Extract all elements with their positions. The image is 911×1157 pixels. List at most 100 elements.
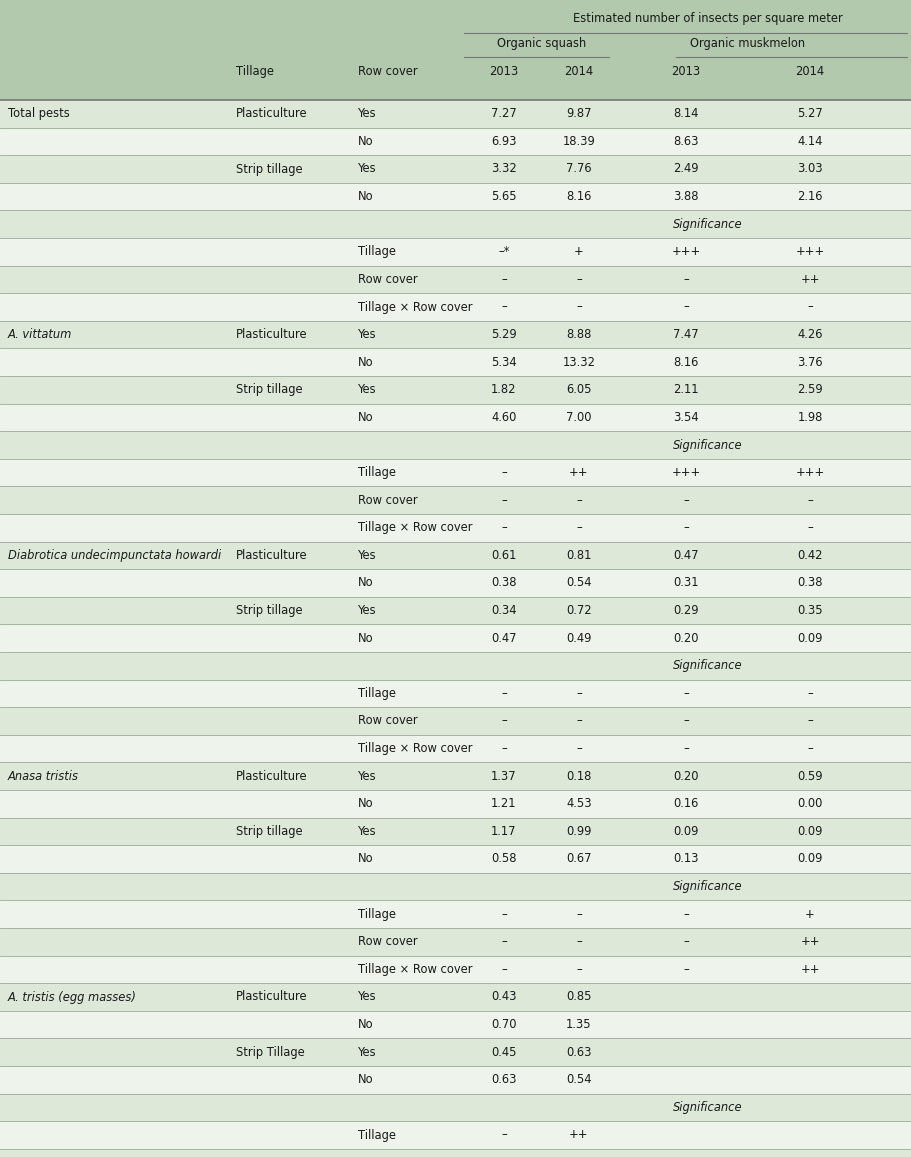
Text: 7.47: 7.47 (672, 329, 698, 341)
Bar (0, 514, 911, 541)
Text: –: – (576, 494, 581, 507)
Text: No: No (358, 135, 374, 148)
Text: 0.38: 0.38 (796, 576, 822, 590)
Text: Plasticulture: Plasticulture (236, 329, 307, 341)
Bar (0, 238, 911, 266)
Bar (0, 762, 911, 790)
Text: 0.35: 0.35 (796, 604, 822, 617)
Text: 0.09: 0.09 (672, 825, 698, 838)
Text: 0.70: 0.70 (491, 1018, 517, 1031)
Text: Strip Tillage: Strip Tillage (236, 1046, 304, 1059)
Text: 8.63: 8.63 (672, 135, 698, 148)
Text: Anasa tristis: Anasa tristis (8, 769, 79, 782)
Text: Plasticulture: Plasticulture (236, 769, 307, 782)
Text: Row cover: Row cover (358, 494, 417, 507)
Text: Tillage: Tillage (358, 1128, 395, 1142)
Text: –: – (500, 742, 507, 756)
Text: No: No (358, 1074, 374, 1086)
Text: Row cover: Row cover (358, 273, 417, 286)
Text: Tillage × Row cover: Tillage × Row cover (358, 963, 472, 975)
Bar (0, 541, 911, 569)
Text: 2.11: 2.11 (672, 383, 698, 397)
Text: No: No (358, 355, 374, 369)
Text: A. tristis (egg masses): A. tristis (egg masses) (8, 990, 137, 1003)
Text: +: + (804, 908, 814, 921)
Text: –: – (682, 715, 688, 728)
Text: Strip tillage: Strip tillage (236, 604, 302, 617)
Bar (0, 790, 911, 818)
Bar (0, 956, 911, 983)
Text: Yes: Yes (358, 329, 376, 341)
Text: Yes: Yes (358, 825, 376, 838)
Text: –: – (806, 522, 812, 535)
Text: –: – (806, 687, 812, 700)
Text: 6.93: 6.93 (491, 135, 517, 148)
Text: –: – (500, 963, 507, 975)
Text: ++: ++ (799, 935, 819, 949)
Text: 3.54: 3.54 (672, 411, 698, 423)
Text: Yes: Yes (358, 108, 376, 120)
Text: 2013: 2013 (489, 65, 518, 78)
Text: –: – (682, 963, 688, 975)
Text: –: – (682, 301, 688, 314)
Text: Estimated number of insects per square meter: Estimated number of insects per square m… (572, 12, 842, 25)
Text: Row cover: Row cover (358, 715, 417, 728)
Bar (0, 211, 911, 238)
Text: 0.20: 0.20 (672, 769, 698, 782)
Text: –: – (500, 715, 507, 728)
Text: A. vittatum: A. vittatum (8, 329, 72, 341)
Text: Significance: Significance (672, 439, 742, 451)
Text: Yes: Yes (358, 162, 376, 176)
Text: 1.21: 1.21 (491, 797, 517, 810)
Bar (0, 735, 911, 762)
Bar (0, 376, 911, 404)
Text: Tillage × Row cover: Tillage × Row cover (358, 301, 472, 314)
Text: 4.26: 4.26 (796, 329, 822, 341)
Text: –: – (500, 273, 507, 286)
Text: –: – (576, 522, 581, 535)
Text: 8.16: 8.16 (672, 355, 698, 369)
Text: Row cover: Row cover (358, 935, 417, 949)
Text: 6.05: 6.05 (566, 383, 591, 397)
Text: +++: +++ (670, 466, 700, 479)
Bar (0, 348, 911, 376)
Text: –: – (500, 908, 507, 921)
Text: 0.61: 0.61 (491, 548, 517, 562)
Text: 0.81: 0.81 (566, 548, 591, 562)
Text: 0.43: 0.43 (491, 990, 517, 1003)
Text: Tillage: Tillage (358, 908, 395, 921)
Text: Tillage × Row cover: Tillage × Row cover (358, 742, 472, 756)
Text: 0.18: 0.18 (566, 769, 591, 782)
Text: –: – (500, 935, 507, 949)
Text: 0.29: 0.29 (672, 604, 698, 617)
Text: +++: +++ (794, 245, 824, 258)
Text: Tillage: Tillage (236, 65, 273, 78)
Text: –: – (576, 687, 581, 700)
Text: Plasticulture: Plasticulture (236, 548, 307, 562)
Text: Organic squash: Organic squash (496, 37, 586, 50)
Text: –: – (500, 1128, 507, 1142)
Text: –*: –* (497, 245, 509, 258)
Text: –: – (500, 494, 507, 507)
Text: 3.88: 3.88 (672, 190, 698, 204)
Text: Significance: Significance (672, 1101, 742, 1114)
Text: No: No (358, 797, 374, 810)
Text: 7.00: 7.00 (566, 411, 591, 423)
Text: Yes: Yes (358, 990, 376, 1003)
Bar (0, 404, 911, 432)
Text: Yes: Yes (358, 383, 376, 397)
Text: –: – (576, 935, 581, 949)
Text: 8.14: 8.14 (672, 108, 698, 120)
Text: Yes: Yes (358, 604, 376, 617)
Bar (0, 486, 911, 514)
Text: No: No (358, 632, 374, 644)
Text: 8.88: 8.88 (566, 329, 591, 341)
Text: 0.42: 0.42 (796, 548, 822, 562)
Text: –: – (500, 522, 507, 535)
Text: 3.76: 3.76 (796, 355, 822, 369)
Text: Significance: Significance (672, 880, 742, 893)
Bar (0, 872, 911, 900)
Text: 1.35: 1.35 (566, 1018, 591, 1031)
Bar (0, 293, 911, 320)
Text: 0.34: 0.34 (491, 604, 517, 617)
